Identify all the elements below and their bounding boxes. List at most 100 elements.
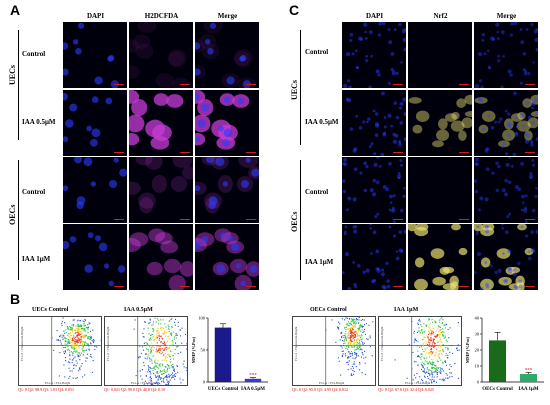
q2-value: Q2: 99.0: [121, 387, 135, 392]
scale-bar: [114, 219, 124, 220]
q4-value: Q4: 0.051: [58, 387, 74, 392]
scale-bar: [246, 84, 256, 85]
q4-value: Q4: 0.025: [418, 387, 434, 392]
scale-bar: [459, 152, 469, 153]
panel-letter-a: A: [10, 2, 21, 18]
significance-marker: ***: [525, 368, 533, 373]
q4-value: Q4: 0.012: [332, 387, 348, 392]
c-group-uecs-bracket: [300, 30, 301, 145]
c-image-uecs-iaa-dapi: [342, 90, 406, 156]
scale-bar: [114, 286, 124, 287]
q2-value: Q2: 95.0: [302, 387, 316, 392]
c-image-uecs-control-nrf2: [408, 22, 472, 88]
a-group-uecs-bracket: [18, 30, 19, 140]
c-col-nrf2: Nrf2: [433, 12, 448, 20]
scale-bar: [525, 84, 535, 85]
q1-value: Q1: 0.021: [104, 387, 120, 392]
q1-value: Q1: 0: [18, 387, 27, 392]
c-group-oecs: OECs: [290, 211, 299, 232]
q2-value: Q2: 98.9: [28, 387, 42, 392]
y-tick-label: 50: [201, 348, 206, 353]
scale-bar: [525, 219, 535, 220]
flow-plot-uecs-iaa: FL2-A :: FL2-Height FL1-A :: Fluorescein-…: [104, 316, 188, 386]
q4-value: Q4: 0.10: [151, 387, 165, 392]
a-image-oecs-control-h2dcfda: [129, 157, 193, 223]
panel-letter-b: B: [10, 291, 21, 307]
a-image-uecs-iaa-dapi: [63, 90, 127, 156]
a-row-uecs-control: Control: [22, 50, 46, 58]
flow-quadrants-oecs-iaa: Q1: 0 Q2: 67.6 Q3: 32.4 Q4: 0.025: [378, 387, 434, 392]
flow-title-oecs-control: OECs Control: [310, 307, 347, 313]
significance-marker: ***: [249, 374, 257, 379]
scale-bar: [246, 286, 256, 287]
c-row-oecs-iaa: IAA 1μM: [305, 258, 334, 266]
scale-bar: [246, 152, 256, 153]
flow-y-axis-label: FL1-A :: Fluorescein-Height: [20, 326, 24, 361]
bar-1: [488, 340, 507, 382]
panel-letter-c: C: [289, 2, 300, 18]
bar-2: [519, 374, 538, 382]
flow-plot-oecs-control: FL2-A :: FL2-Height FL1-A :: Fluorescein-…: [292, 316, 376, 386]
mmp-bar-chart-oecs: 0 10 20 30 40 MMP (%Pos) OECs Control *** IAA 1μ…: [465, 316, 544, 392]
flow-y-axis-label: FL1-A :: Fluorescein-Height: [106, 326, 110, 361]
flow-plot-oecs-iaa: FL2-A :: FL2-Height FL1-A :: Fluorescein-…: [378, 316, 462, 386]
c-group-uecs: UECs: [290, 79, 299, 100]
bar-1: [214, 327, 232, 382]
a-group-oecs: OECs: [8, 204, 17, 225]
scale-bar: [114, 152, 124, 153]
scale-bar: [459, 84, 469, 85]
q3-value: Q3: 1.03: [43, 387, 57, 392]
flow-title-uecs-control: UECs Control: [32, 307, 69, 313]
flow-y-axis-label: FL1-A :: Fluorescein-Height: [294, 326, 298, 361]
scale-bar: [525, 286, 535, 287]
flow-plot-uecs-control: FL2-A :: FL2-Height FL1-A :: Fluorescein-…: [18, 316, 102, 386]
q1-value: Q1: 0: [292, 387, 301, 392]
scale-bar: [246, 219, 256, 220]
scale-bar: [393, 84, 403, 85]
y-tick-label: 10: [475, 364, 480, 369]
q1-value: Q1: 0: [378, 387, 387, 392]
c-row-uecs-iaa: IAA 0.5μM: [305, 118, 339, 126]
c-image-oecs-iaa-dapi: [342, 224, 406, 290]
a-row-oecs-control: Control: [22, 188, 46, 196]
flow-title-uecs-iaa: IAA 0.5μM: [124, 307, 153, 313]
a-image-uecs-control-h2dcfda: [129, 22, 193, 88]
c-group-oecs-bracket: [300, 160, 301, 280]
scale-bar: [180, 286, 190, 287]
x-tick-label: IAA 0.5μM: [241, 387, 265, 392]
scale-bar: [180, 219, 190, 220]
c-col-merge: Merge: [496, 12, 517, 20]
a-image-oecs-iaa-h2dcfda: [129, 224, 193, 290]
a-image-uecs-control-dapi: [63, 22, 127, 88]
c-image-oecs-control-merge: [474, 157, 538, 223]
c-image-uecs-control-dapi: [342, 22, 406, 88]
scale-bar: [180, 84, 190, 85]
q3-value: Q3: 32.4: [403, 387, 417, 392]
c-image-uecs-control-merge: [474, 22, 538, 88]
flow-x-axis-label: FL2-A :: FL2-Height: [131, 381, 157, 385]
scale-bar: [393, 152, 403, 153]
c-image-oecs-control-dapi: [342, 157, 406, 223]
q3-value: Q3: 40.8: [136, 387, 150, 392]
c-image-uecs-iaa-merge: [474, 90, 538, 156]
y-tick-label: 0: [203, 380, 206, 385]
a-image-oecs-control-dapi: [63, 157, 127, 223]
mmp-bar-chart-uecs: 0 50 100 MMP (%Pos) UECs Control *** IAA 0.5μM: [191, 316, 268, 392]
y-axis-label: MMP (%Pos): [191, 336, 196, 363]
flow-y-axis-label: FL1-A :: Fluorescein-Height: [380, 326, 384, 361]
scale-bar: [180, 152, 190, 153]
scale-bar: [114, 84, 124, 85]
y-tick-label: 100: [198, 316, 206, 321]
flow-x-axis-label: FL2-A :: FL2-Height: [45, 381, 71, 385]
a-image-oecs-control-merge: [195, 157, 259, 223]
flow-title-oecs-iaa: IAA 1μM: [394, 307, 419, 313]
q2-value: Q2: 67.6: [388, 387, 402, 392]
c-row-oecs-control: Control: [305, 188, 329, 196]
c-row-uecs-control: Control: [305, 48, 329, 56]
x-tick-label: OECs Control: [482, 387, 513, 392]
c-image-oecs-iaa-nrf2: [408, 224, 472, 290]
c-col-dapi: DAPI: [365, 12, 384, 20]
y-tick-label: 30: [475, 332, 480, 337]
c-image-oecs-control-nrf2: [408, 157, 472, 223]
a-image-oecs-iaa-dapi: [63, 224, 127, 290]
